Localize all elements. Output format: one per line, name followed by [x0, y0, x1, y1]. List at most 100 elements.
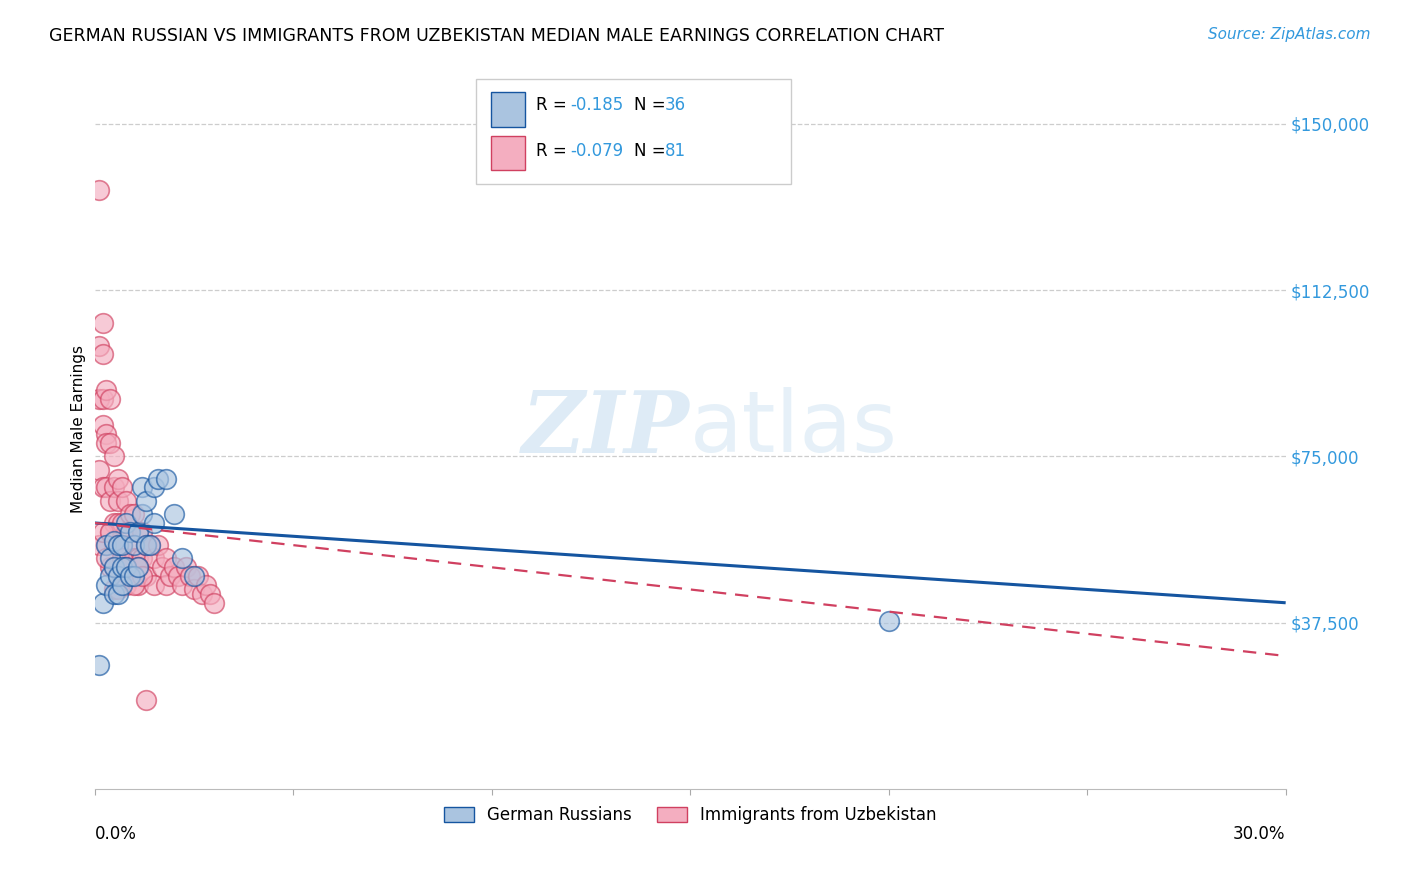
Point: [87, 184, 110, 198]
Point: [143, 551, 166, 566]
Point: [143, 516, 166, 530]
Text: ZIP: ZIP: [522, 387, 690, 470]
Point: [155, 578, 177, 592]
Point: [131, 481, 153, 495]
Point: [170, 551, 193, 566]
Text: 30.0%: 30.0%: [1233, 825, 1285, 843]
Point: [96, 383, 118, 397]
Point: [107, 538, 129, 552]
Point: [143, 578, 166, 592]
Point: [87, 338, 110, 352]
Point: [127, 560, 149, 574]
Y-axis label: Median Male Earnings: Median Male Earnings: [72, 344, 86, 513]
Point: [135, 693, 157, 707]
Text: -0.185: -0.185: [569, 96, 623, 114]
Point: [120, 507, 142, 521]
Point: [100, 524, 122, 539]
FancyBboxPatch shape: [475, 79, 792, 184]
Point: [91, 596, 114, 610]
Point: [115, 560, 138, 574]
Point: [135, 538, 157, 552]
Point: [115, 560, 138, 574]
Point: [163, 560, 186, 574]
Point: [107, 587, 129, 601]
Point: [120, 524, 142, 539]
Bar: [491, 92, 524, 127]
Point: [87, 392, 110, 406]
Point: [124, 578, 146, 592]
Point: [100, 436, 122, 450]
Text: N =: N =: [634, 96, 671, 114]
Point: [115, 524, 138, 539]
Point: [100, 493, 122, 508]
Legend: German Russians, Immigrants from Uzbekistan: German Russians, Immigrants from Uzbekis…: [437, 800, 943, 831]
Point: [91, 481, 114, 495]
Point: [124, 551, 146, 566]
Point: [155, 551, 177, 566]
Point: [135, 493, 157, 508]
Point: [111, 516, 134, 530]
Point: [96, 578, 118, 592]
Point: [87, 463, 110, 477]
Point: [191, 587, 214, 601]
Point: [150, 560, 173, 574]
Point: [96, 436, 118, 450]
Text: atlas: atlas: [690, 387, 898, 470]
Point: [107, 516, 129, 530]
Point: [103, 481, 125, 495]
Point: [194, 578, 217, 592]
Point: [91, 418, 114, 433]
Point: [146, 538, 169, 552]
Point: [103, 582, 125, 597]
Point: [96, 551, 118, 566]
Point: [111, 538, 134, 552]
Point: [143, 481, 166, 495]
Point: [115, 493, 138, 508]
Point: [120, 538, 142, 552]
Point: [100, 569, 122, 583]
Point: [163, 507, 186, 521]
Point: [87, 657, 110, 672]
Point: [100, 524, 122, 539]
Point: [103, 533, 125, 548]
Text: Source: ZipAtlas.com: Source: ZipAtlas.com: [1208, 27, 1371, 42]
Point: [167, 569, 190, 583]
Point: [107, 560, 129, 574]
Point: [107, 569, 129, 583]
Point: [135, 569, 157, 583]
Point: [111, 481, 134, 495]
Text: -0.079: -0.079: [569, 142, 623, 160]
Text: GERMAN RUSSIAN VS IMMIGRANTS FROM UZBEKISTAN MEDIAN MALE EARNINGS CORRELATION CH: GERMAN RUSSIAN VS IMMIGRANTS FROM UZBEKI…: [49, 27, 945, 45]
Text: 81: 81: [665, 142, 686, 160]
Point: [187, 569, 209, 583]
Point: [155, 472, 177, 486]
Point: [159, 569, 181, 583]
Point: [146, 472, 169, 486]
Point: [127, 524, 149, 539]
Point: [96, 427, 118, 442]
Text: R =: R =: [537, 96, 572, 114]
Point: [198, 587, 221, 601]
Point: [179, 569, 201, 583]
Point: [124, 538, 146, 552]
Point: [127, 524, 149, 539]
Point: [170, 578, 193, 592]
Point: [139, 538, 162, 552]
Point: [111, 551, 134, 566]
Point: [139, 538, 162, 552]
Text: R =: R =: [537, 142, 572, 160]
Point: [103, 560, 125, 574]
Point: [127, 551, 149, 566]
Point: [131, 507, 153, 521]
Point: [127, 578, 149, 592]
Point: [183, 582, 205, 597]
Point: [111, 538, 134, 552]
Point: [103, 516, 125, 530]
Point: [120, 569, 142, 583]
Point: [131, 569, 153, 583]
Point: [174, 560, 197, 574]
Point: [131, 524, 153, 539]
Point: [100, 392, 122, 406]
Point: [135, 538, 157, 552]
Point: [124, 569, 146, 583]
